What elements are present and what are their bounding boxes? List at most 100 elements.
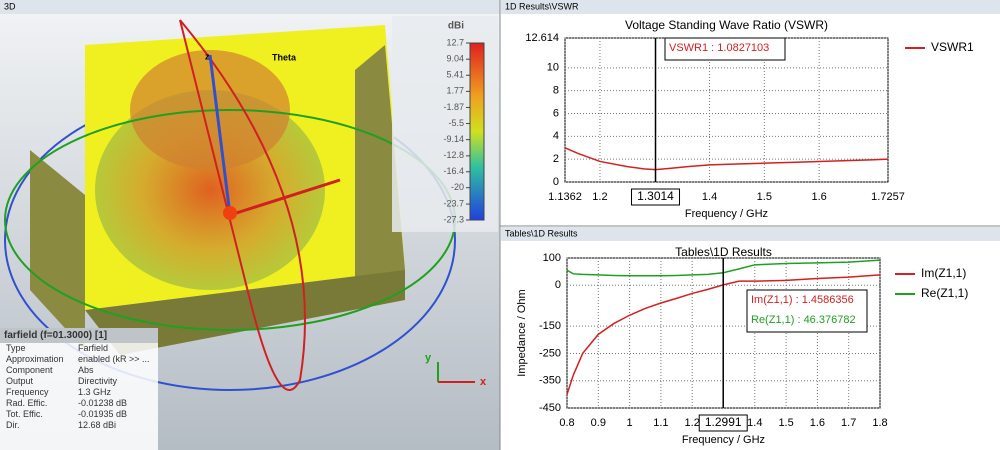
panel-titlebar (0, 0, 500, 14)
annotation: VSWR1 : 1.0827103 (669, 42, 769, 54)
y-tick-label: 8 (553, 85, 559, 97)
x-axis (229, 178, 341, 217)
info-key: Frequency (6, 387, 49, 397)
info-row: Output Directivity (0, 376, 158, 387)
legend-label: Im(Z1,1) (921, 266, 966, 280)
y-tick-label: 100 (543, 252, 561, 264)
info-row: Frequency 1.3 GHz (0, 387, 158, 398)
marker-label: 1.3014 (637, 189, 674, 203)
series-line (564, 147, 889, 171)
theta-curve (179, 19, 306, 391)
x-tick-label: 1.8 (872, 417, 887, 429)
y-tick-label: 4 (553, 130, 559, 142)
axis-label: x (480, 376, 487, 388)
colorbar-tick-label: -5.5 (448, 118, 464, 128)
y-tick-label: -250 (539, 347, 561, 359)
info-key: Rad. Effic. (6, 398, 48, 408)
x-tick-label: 1.1362 (548, 191, 582, 203)
marker-box (631, 188, 681, 206)
x-tick-label: 1.1 (653, 417, 668, 429)
y-tick-label: 10 (547, 62, 559, 74)
info-row: Rad. Effic. -0.01238 dB (0, 398, 158, 409)
info-value: -0.01238 dB (78, 398, 128, 408)
y-tick-label: 12.614 (525, 32, 559, 44)
info-rows: Type Farfield Approximation enabled (kR >> … (0, 343, 158, 431)
x-axis-label: Frequency / GHz (682, 434, 765, 446)
info-value: Farfield (78, 343, 109, 353)
colorbar-tick-label: -27.3 (443, 214, 464, 224)
x-tick-label: 1.4 (747, 417, 762, 429)
x-tick-label: 1 (627, 417, 633, 429)
y-tick-label: -450 (539, 402, 561, 414)
colorbar-tick-label: -20 (451, 182, 464, 192)
x-tick-label: 1.2 (685, 417, 700, 429)
info-row: Approximation enabled (kR >> ... (0, 354, 158, 365)
colorbar-tick-label: -9.14 (443, 134, 464, 144)
x-tick-label: 0.8 (559, 417, 574, 429)
panel-titlebar (501, 227, 1000, 241)
x-tick-label: 1.2 (592, 191, 607, 203)
info-row: Dir. 12.68 dBi (0, 420, 158, 431)
colorbar-tick-label: -1.87 (443, 102, 464, 112)
info-key: Approximation (6, 354, 64, 364)
y-tick-label: 0 (553, 176, 559, 188)
annotation-box (664, 37, 786, 61)
z-axis (208, 54, 232, 216)
info-panel: farfield (f=01.3000) [1] Type Farfield App… (0, 328, 158, 450)
chart-title: Voltage Standing Wave Ratio (VSWR) (625, 18, 828, 32)
info-key: Type (6, 343, 26, 353)
theta-label: Theta (272, 52, 297, 62)
x-tick-label: 1.7257 (871, 191, 905, 203)
x-tick-label: 1.6 (811, 191, 826, 203)
info-value: enabled (kR >> ... (78, 354, 150, 364)
colorbar-unit: dBi (448, 21, 464, 32)
y-tick-label: -150 (539, 320, 561, 332)
legend-label: Re(Z1,1) (921, 286, 968, 300)
marker-box (698, 414, 748, 432)
chart-title: Tables\1D Results (675, 245, 772, 259)
x-tick-label: 1.5 (757, 191, 772, 203)
panel-title: 1D Results\VSWR (505, 1, 579, 11)
info-row: Type Farfield (0, 343, 158, 354)
colorbar-tick-label: 5.41 (446, 70, 464, 80)
info-row: Tot. Effic. -0.01935 dB (0, 409, 158, 420)
info-row: Component Abs (0, 365, 158, 376)
info-key: Tot. Effic. (6, 409, 43, 419)
info-value: Abs (78, 365, 94, 375)
panel-title: Tables\1D Results (505, 228, 578, 238)
x-tick-label: 1.7 (841, 417, 856, 429)
legend-label: VSWR1 (931, 40, 974, 54)
info-value: Directivity (78, 376, 118, 386)
colorbar (469, 42, 485, 221)
info-value: 12.68 dBi (78, 420, 117, 430)
x-tick-label: 0.9 (591, 417, 606, 429)
colorbar-tick-label: 9.04 (446, 54, 464, 64)
plot-area (564, 37, 889, 183)
panel-title: 3D (4, 1, 16, 11)
x-tick-label: 1.4 (702, 191, 717, 203)
info-value: -0.01935 dB (78, 409, 128, 419)
panel-titlebar (501, 0, 1000, 14)
annotation: Re(Z1,1) : 46.376782 (751, 314, 856, 326)
y-tick-label: 6 (553, 107, 559, 119)
x-tick-label: 1.6 (810, 417, 825, 429)
y-axis-label: Impedance / Ohm (516, 289, 528, 376)
axis-label: z (205, 51, 210, 61)
colorbar-tick-label: 1.77 (446, 86, 464, 96)
annotation-box (746, 289, 868, 333)
series-line (566, 259, 881, 277)
colorbar-tick-label: -12.8 (443, 150, 464, 160)
marker-label: 1.2991 (705, 415, 742, 429)
colorbar-tick-label: -23.7 (443, 198, 464, 208)
info-key: Component (6, 365, 53, 375)
side-plate (85, 270, 405, 355)
side-plate (355, 45, 405, 300)
colorbar-tick-label: -16.4 (443, 166, 464, 176)
annotation: Im(Z1,1) : 1.4586356 (751, 294, 854, 306)
colorbar-tick-label: 12.7 (446, 37, 464, 47)
info-key: Output (6, 376, 34, 386)
y-tick-label: -350 (539, 375, 561, 387)
series-line (566, 274, 881, 395)
